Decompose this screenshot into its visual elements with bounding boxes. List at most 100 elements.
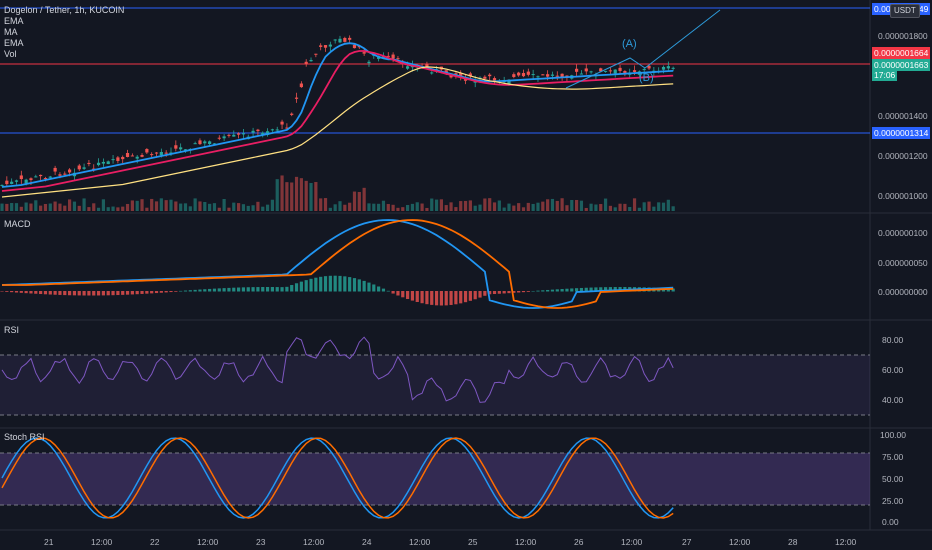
time-tick: 12:00 <box>303 537 325 547</box>
volume-bar <box>164 200 168 211</box>
candle-body <box>304 61 308 64</box>
volume-bar <box>541 201 545 211</box>
volume-bar <box>58 203 62 211</box>
volume-bar <box>140 199 144 211</box>
macd-histogram-bar <box>183 290 188 292</box>
volume-bar <box>0 203 4 211</box>
volume-bar <box>386 204 390 211</box>
macd-histogram-bar <box>459 291 463 304</box>
candle-body <box>111 159 115 161</box>
candle-body <box>550 74 555 76</box>
macd-histogram-bar <box>217 288 221 292</box>
candle-body <box>603 70 608 72</box>
macd-histogram-bar <box>150 291 154 294</box>
volume-bar <box>19 206 23 211</box>
indicator-ema-2[interactable]: EMA <box>4 38 24 48</box>
indicator-ema-1[interactable]: EMA <box>4 16 24 26</box>
macd-histogram-bar <box>338 275 342 292</box>
currency-badge[interactable]: USDT <box>890 4 920 18</box>
macd-histogram-bar <box>179 290 183 292</box>
candle-body <box>463 79 468 81</box>
candle-body <box>536 76 540 78</box>
indicator-volume[interactable]: Vol <box>4 49 17 59</box>
candle-body <box>343 37 347 42</box>
candle-body <box>546 74 550 77</box>
rsi-pane-label[interactable]: RSI <box>4 325 20 335</box>
rsi-tick: 80.00 <box>882 335 904 345</box>
volume-bar <box>68 199 72 211</box>
macd-histogram-bar <box>222 288 226 292</box>
support-price-tag: 0.0000001314 <box>872 127 931 139</box>
ema-slow-line <box>1 66 674 198</box>
volume-bar <box>77 205 81 211</box>
macd-histogram-bar <box>406 291 410 300</box>
candle-body <box>145 149 149 153</box>
volume-bar <box>570 200 574 211</box>
candle-body <box>198 140 202 145</box>
macd-histogram-bar <box>68 291 72 296</box>
candle-body <box>179 147 183 150</box>
candle-body <box>256 129 260 132</box>
volume-bar <box>212 203 217 211</box>
macd-histogram-bar <box>517 291 521 293</box>
macd-histogram-bar <box>111 291 115 296</box>
macd-histogram-bar <box>348 277 352 292</box>
macd-histogram-bar <box>381 288 386 292</box>
candle-body <box>613 69 617 74</box>
volume-bar <box>92 203 96 211</box>
macd-histogram-bar <box>323 276 328 292</box>
macd-histogram-bar <box>34 291 38 294</box>
volume-bar <box>5 203 9 211</box>
indicator-ma[interactable]: MA <box>4 27 18 37</box>
volume-bar <box>381 200 386 211</box>
volume-bar <box>299 178 303 211</box>
volume-bar <box>377 203 381 211</box>
macd-histogram-bar <box>468 291 472 301</box>
candle-body <box>285 127 289 129</box>
volume-bar <box>483 198 487 211</box>
candle-body <box>488 74 492 77</box>
macd-histogram-bar <box>449 291 453 305</box>
macd-histogram-bar <box>39 291 43 295</box>
volume-bar <box>265 204 270 211</box>
macd-histogram-bar <box>560 289 564 292</box>
volume-bar <box>565 205 569 211</box>
macd-histogram-bar <box>333 275 337 292</box>
time-tick: 12:00 <box>197 537 219 547</box>
volume-bar <box>584 207 588 211</box>
volume-bar <box>208 203 212 211</box>
volume-bar <box>666 199 670 211</box>
time-tick: 12:00 <box>91 537 113 547</box>
candle-body <box>48 176 52 178</box>
macd-histogram-bar <box>444 291 448 306</box>
candle-body <box>396 58 400 60</box>
macd-pane-label[interactable]: MACD <box>4 219 31 229</box>
macd-histogram-bar <box>19 291 23 293</box>
wave-b-label[interactable]: (B) <box>639 72 654 84</box>
macd-histogram-bar <box>497 291 501 294</box>
candle-body <box>208 141 212 145</box>
volume-bar <box>285 182 289 211</box>
candle-body <box>608 70 612 72</box>
candle-body <box>425 64 429 68</box>
candle-body <box>386 55 390 57</box>
volume-bar <box>125 203 130 211</box>
macd-histogram-bar <box>352 278 357 292</box>
candle-body <box>521 73 526 77</box>
macd-histogram-bar <box>294 283 299 292</box>
volume-bar <box>222 198 226 211</box>
macd-histogram-bar <box>53 291 57 295</box>
candle-body <box>270 129 274 131</box>
macd-histogram-bar <box>372 284 376 292</box>
symbol-title[interactable]: Dogelon / Tether, 1h, KUCOIN <box>4 5 125 15</box>
macd-histogram-bar <box>304 280 308 292</box>
volume-bar <box>294 176 299 211</box>
macd-histogram-bar <box>410 291 415 301</box>
candle-body <box>632 70 637 72</box>
macd-histogram-bar <box>82 291 86 296</box>
wave-a-label[interactable]: (A) <box>622 38 637 50</box>
volume-bar <box>338 201 342 211</box>
macd-histogram-bar <box>401 291 405 298</box>
stoch-pane-label[interactable]: Stoch RSI <box>4 432 45 442</box>
